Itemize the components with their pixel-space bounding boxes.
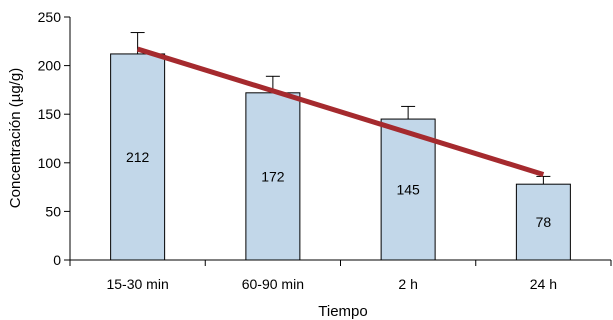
data-label-2: 172	[261, 168, 285, 184]
labels-layer: 0 50 100 150 200 250 15-30 min 60-90 min 2 h 24 h…	[38, 9, 557, 292]
trend-line	[136, 46, 545, 177]
data-label-1: 212	[126, 149, 150, 165]
y-tick-label-150: 150	[38, 106, 62, 122]
x-tick-label-3: 2 h	[398, 276, 417, 292]
bar-4	[515, 183, 571, 261]
y-tick-label-0: 0	[53, 252, 61, 268]
x-tick-label-2: 60-90 min	[242, 276, 304, 292]
axes-layer	[64, 16, 612, 266]
bars-layer	[110, 53, 571, 261]
trend-line-layer	[136, 46, 545, 177]
y-tick-label-250: 250	[38, 9, 62, 25]
y-tick-label-100: 100	[38, 155, 62, 171]
y-tick-label-50: 50	[45, 203, 61, 219]
y-tick-label-200: 200	[38, 58, 62, 74]
x-tick-label-1: 15-30 min	[106, 276, 168, 292]
data-label-4: 78	[536, 214, 552, 230]
x-axis-title: Tiempo	[318, 303, 367, 320]
x-tick-label-4: 24 h	[530, 276, 557, 292]
error-bars-layer	[130, 32, 551, 185]
bar-1	[110, 53, 166, 261]
bar-2	[245, 92, 301, 261]
y-axis-title: Concentración (µg/g)	[7, 68, 24, 208]
data-label-3: 145	[396, 182, 420, 198]
